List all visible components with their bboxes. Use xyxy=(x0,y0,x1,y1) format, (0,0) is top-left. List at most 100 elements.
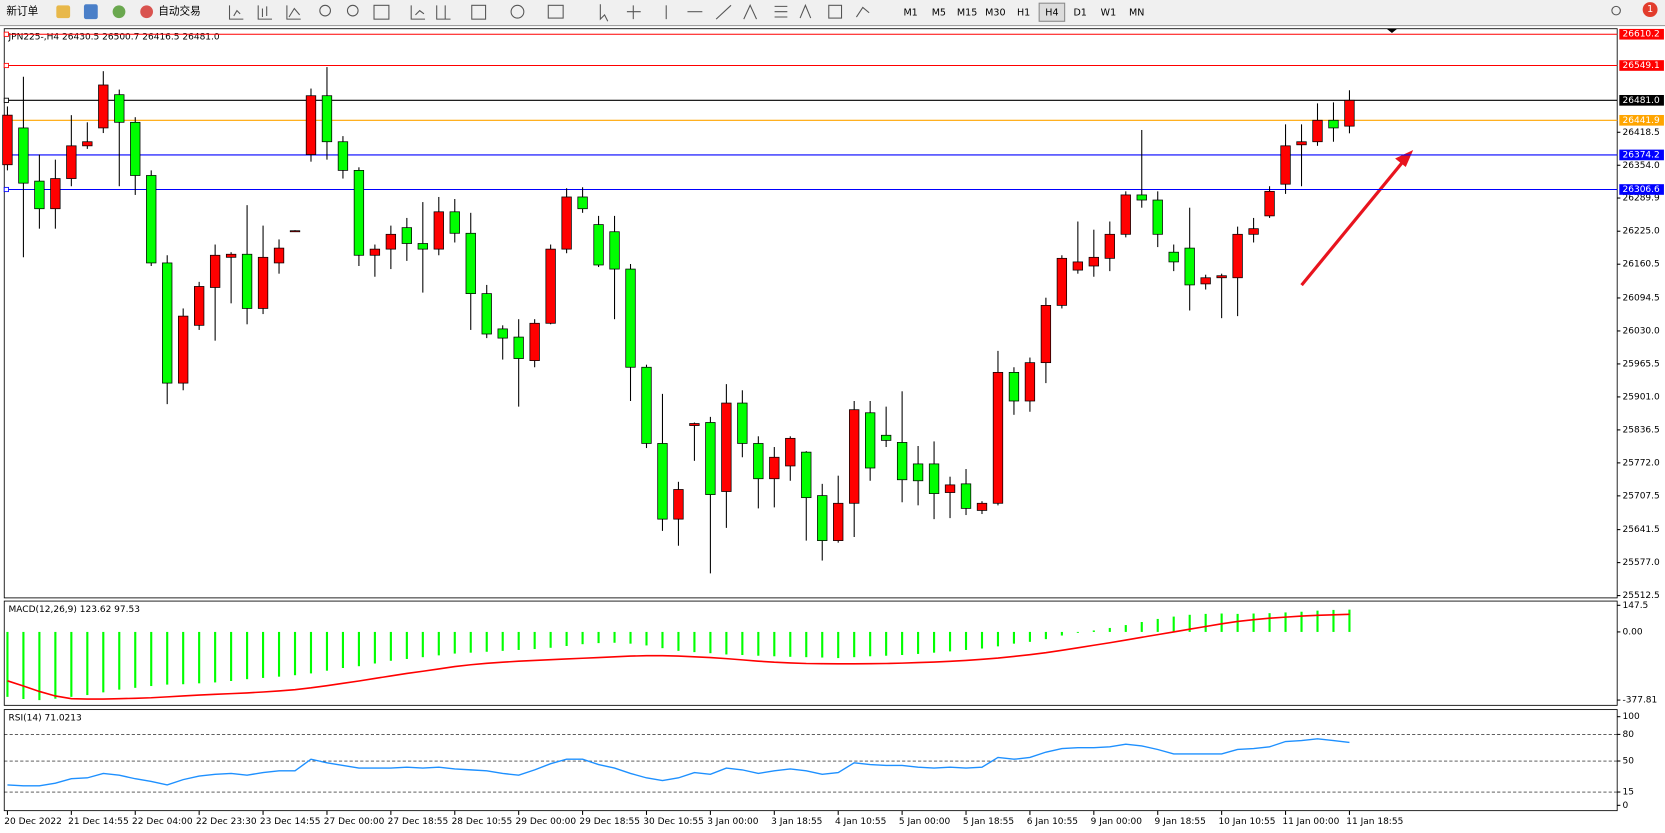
candle-body xyxy=(1264,190,1275,217)
icon[interactable] xyxy=(510,4,525,19)
candle-body xyxy=(146,175,157,264)
icon[interactable] xyxy=(1611,5,1621,16)
candle-body xyxy=(833,502,844,541)
candle-body xyxy=(880,434,892,441)
icon[interactable] xyxy=(715,4,732,20)
macd-bar xyxy=(214,631,217,683)
timeframe-button[interactable]: M5 xyxy=(932,7,946,18)
macd-bar xyxy=(389,631,392,661)
macd-bar xyxy=(693,631,696,653)
icon[interactable] xyxy=(286,5,301,20)
x-tick-label: 9 Jan 18:55 xyxy=(1155,817,1206,827)
icon[interactable] xyxy=(436,5,451,20)
timeframe-button[interactable]: M15 xyxy=(957,7,977,18)
icon[interactable] xyxy=(855,6,870,18)
candle-body xyxy=(1072,261,1084,271)
y-tick-label: 26418.5 xyxy=(1622,128,1659,138)
candle-body xyxy=(928,463,940,494)
icon[interactable] xyxy=(319,4,331,17)
macd-bar xyxy=(246,631,249,680)
y-tick-label: 100 xyxy=(1622,712,1639,722)
macd-bar xyxy=(453,631,456,654)
macd-bar xyxy=(677,631,680,651)
macd-bar xyxy=(277,631,281,677)
candle-body xyxy=(417,243,428,250)
candle-body xyxy=(896,442,908,481)
notification-badge[interactable] xyxy=(1642,2,1658,18)
candle-body xyxy=(1184,247,1195,286)
y-tick-label: 26030.0 xyxy=(1622,326,1660,336)
candle-body xyxy=(321,95,333,143)
x-tick-label: 30 Dec 10:55 xyxy=(643,817,704,827)
icon[interactable] xyxy=(547,4,564,19)
candle-body xyxy=(561,196,572,250)
active-timeframe-bg xyxy=(1038,2,1066,22)
y-tick-label: 26354.0 xyxy=(1622,161,1660,171)
timeframe-button[interactable]: H1 xyxy=(1017,7,1030,18)
macd-bar xyxy=(1268,613,1271,632)
candle-body xyxy=(1024,362,1036,402)
x-tick-label: 5 Jan 00:00 xyxy=(899,817,951,827)
candle-body xyxy=(1168,251,1179,263)
new-order-button[interactable]: 新订单 xyxy=(6,5,38,18)
x-tick-label: 10 Jan 10:55 xyxy=(1218,817,1275,827)
macd-bar xyxy=(1140,622,1143,632)
timeframe-button[interactable]: H4 xyxy=(1045,7,1058,18)
y-tick-label: 25707.5 xyxy=(1622,491,1659,501)
macd-bar xyxy=(373,631,376,664)
candle-body xyxy=(865,412,876,469)
macd-bar xyxy=(964,631,968,650)
y-tick-label: -377.81 xyxy=(1622,696,1657,706)
timeframe-button[interactable]: M30 xyxy=(985,7,1005,18)
macd-bar xyxy=(309,631,313,674)
macd-bar xyxy=(901,631,904,656)
candle-body xyxy=(209,254,221,288)
candle-body xyxy=(721,402,732,492)
timeframe-button[interactable]: W1 xyxy=(1101,7,1117,18)
icon[interactable] xyxy=(373,4,390,20)
macd-bar xyxy=(6,631,9,697)
timeframe-button[interactable]: MN xyxy=(1129,7,1144,18)
icon[interactable] xyxy=(83,4,98,20)
icon[interactable] xyxy=(346,4,359,17)
y-tick-label: 25577.0 xyxy=(1622,558,1660,568)
icon[interactable] xyxy=(471,4,487,20)
icon[interactable] xyxy=(228,5,244,20)
icon[interactable] xyxy=(140,5,154,19)
macd-bar xyxy=(996,631,1000,647)
icon[interactable] xyxy=(626,5,641,20)
price-level-handle xyxy=(3,97,9,103)
candle-body xyxy=(162,262,173,384)
timeframe-button[interactable]: D1 xyxy=(1073,7,1086,18)
candle-body xyxy=(705,422,716,495)
candle-body xyxy=(689,423,700,426)
macd-bar xyxy=(1348,609,1351,632)
macd-bar xyxy=(597,631,600,644)
icon[interactable] xyxy=(743,4,758,20)
timeframe-button[interactable]: M1 xyxy=(903,7,917,18)
main-title: JPN225-,H4 26430.5 26500.7 26416.5 26481… xyxy=(8,33,220,43)
candle-body xyxy=(178,315,189,384)
y-tick-label: 26160.5 xyxy=(1622,260,1659,270)
icon[interactable] xyxy=(112,5,126,19)
icon[interactable] xyxy=(410,5,426,20)
macd-bar xyxy=(230,631,233,681)
icon[interactable] xyxy=(599,4,609,22)
x-tick-label: 4 Jan 10:55 xyxy=(835,817,886,827)
auto-trading-button[interactable]: 自动交易 xyxy=(158,5,200,18)
candle-body xyxy=(34,180,45,210)
y-tick-label: 25512.5 xyxy=(1622,591,1659,601)
icon[interactable] xyxy=(828,4,843,19)
price-level-tag xyxy=(1619,28,1664,40)
icon[interactable] xyxy=(774,5,788,18)
icon[interactable] xyxy=(56,5,71,19)
candle-body xyxy=(114,94,125,123)
price-level-tag xyxy=(1619,184,1664,195)
icon[interactable] xyxy=(257,5,273,20)
candle-body xyxy=(289,230,301,233)
macd-bar xyxy=(613,631,616,643)
tool-icons xyxy=(228,3,1621,22)
candle-body xyxy=(976,502,988,511)
icon[interactable] xyxy=(799,3,812,19)
